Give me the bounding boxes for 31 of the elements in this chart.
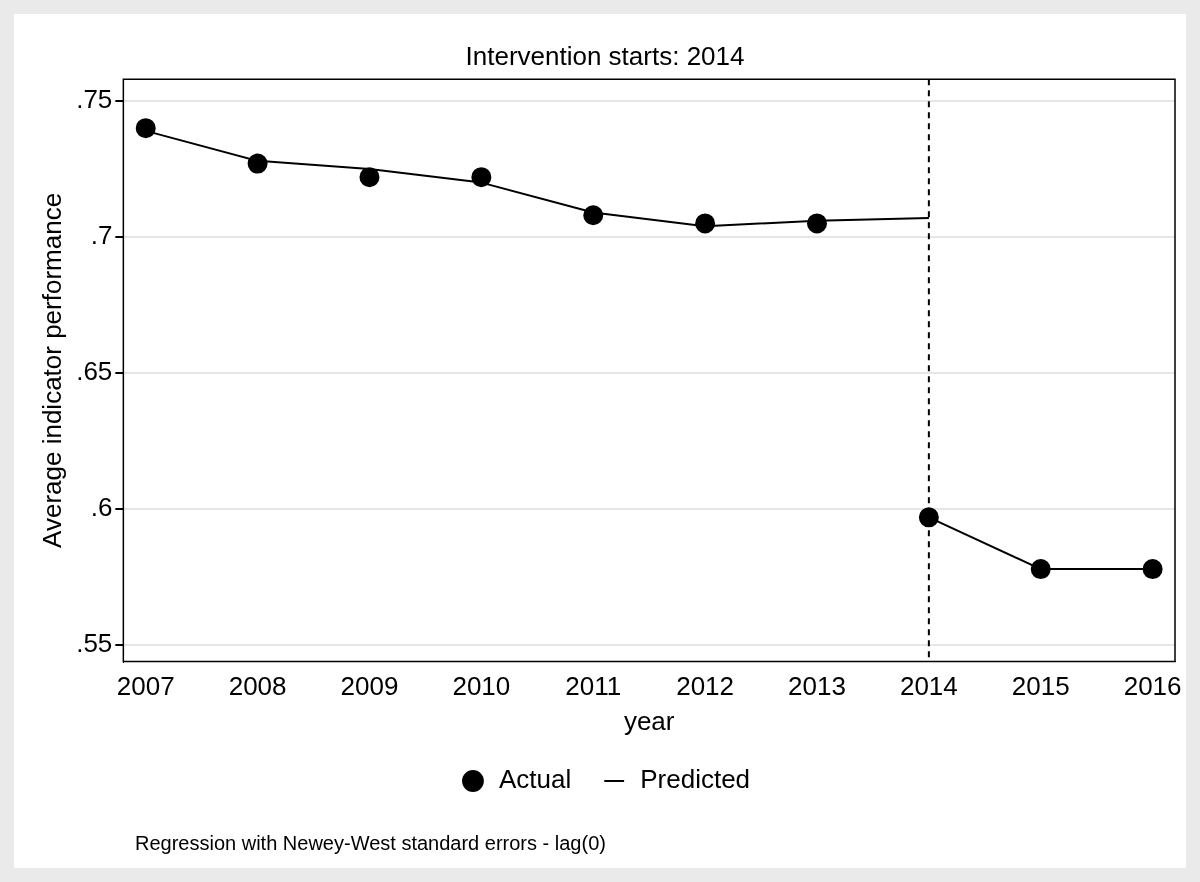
- point: [247, 153, 268, 174]
- y-tick-label: .7: [90, 220, 113, 251]
- legend-label: Predicted: [640, 764, 751, 795]
- point: [1142, 559, 1163, 580]
- legend-label: Actual: [498, 764, 572, 795]
- point: [695, 213, 716, 234]
- x-tick-label: 2007: [116, 671, 175, 702]
- x-tick-label: 2013: [788, 671, 846, 702]
- x-tick-label: 2011: [565, 671, 622, 702]
- x-axis-title: year: [623, 705, 675, 736]
- point: [583, 205, 604, 226]
- x-tick-label: 2015: [1011, 671, 1070, 702]
- x-tick-label: 2010: [452, 671, 511, 702]
- x-tick-label: 2016: [1123, 671, 1182, 702]
- point: [1030, 559, 1051, 580]
- point: [806, 213, 827, 234]
- x-tick-label: 2008: [228, 671, 287, 702]
- y-tick-label: .65: [76, 356, 113, 387]
- y-tick-label: .6: [90, 492, 113, 523]
- x-tick-label: 2012: [676, 671, 735, 702]
- point: [135, 118, 156, 139]
- x-tick-label: 2014: [899, 671, 958, 702]
- chart-title: Intervention starts: 2014: [465, 40, 745, 71]
- point: [918, 507, 939, 528]
- y-axis-title: Average indicator performance: [36, 192, 67, 548]
- text: Regression with Newey-West standard errors - lag(0): [135, 832, 606, 855]
- y-tick-label: .55: [76, 628, 113, 659]
- x-tick-label: 2009: [340, 671, 399, 702]
- point: [359, 167, 380, 188]
- y-tick-label: .75: [76, 84, 113, 115]
- point: [471, 167, 492, 188]
